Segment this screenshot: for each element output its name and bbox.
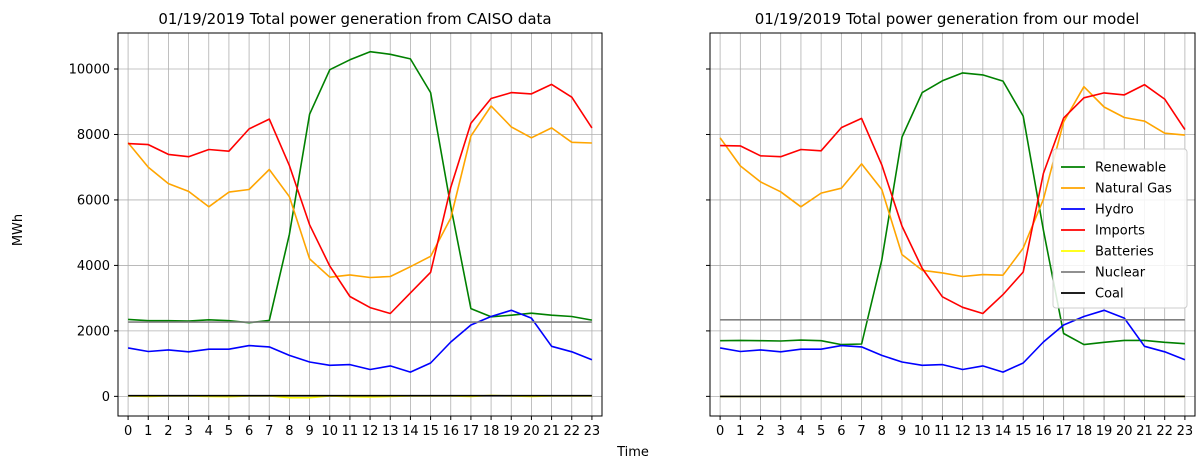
x-tick-label: 3: [777, 424, 785, 439]
legend-box: [1052, 148, 1188, 309]
x-tick-label: 7: [857, 424, 865, 439]
plot-area-model: 0 1 2 3 4 5 6 7 8 9 10 11 12 13 14 15 16 17 18 19 20 21 22 23: [706, 32, 1196, 439]
axes-frame: [709, 32, 1196, 417]
x-tick-label: 17: [463, 424, 480, 439]
x-tick-label: 17: [1055, 424, 1072, 439]
x-tick-label: 21: [543, 424, 560, 439]
x-tick-label: 6: [837, 424, 845, 439]
legend-label: Imports: [1095, 224, 1145, 239]
x-tick-label: 16: [442, 424, 459, 439]
x-tick-label: 8: [285, 424, 293, 439]
x-tick-label: 4: [797, 424, 805, 439]
x-tick-label: 3: [184, 424, 192, 439]
panel-model-title: 01/19/2019 Total power generation from o…: [755, 10, 1140, 28]
x-tick-label: 6: [245, 424, 253, 439]
x-tick-label: 15: [422, 424, 439, 439]
axes-frame: [117, 32, 603, 417]
series-line-renewable: [720, 72, 1185, 346]
legend-label: Hydro: [1095, 203, 1134, 218]
x-tick-label: 9: [898, 424, 906, 439]
y-tick-label: 10000: [69, 63, 110, 78]
legend-label: Natural Gas: [1095, 182, 1172, 197]
x-tick-label: 4: [205, 424, 213, 439]
x-tick-label: 11: [934, 424, 951, 439]
y-tick-label: 6000: [77, 193, 110, 208]
x-tick-label: 12: [362, 424, 379, 439]
y-tick-label: 2000: [77, 324, 110, 339]
legend: Renewable Natural Gas Hydro Imports Batterie…: [1052, 148, 1188, 309]
x-tick-label: 22: [563, 424, 580, 439]
x-tick-label: 11: [342, 424, 359, 439]
series-line-imports: [128, 83, 593, 315]
series-line-imports: [720, 83, 1186, 315]
legend-label: Nuclear: [1095, 266, 1146, 281]
x-tick-label: 18: [483, 424, 500, 439]
x-tick-label: 19: [1096, 424, 1113, 439]
x-tick-label: 10: [914, 424, 931, 439]
y-tick-label: 8000: [77, 128, 110, 143]
y-tick-label: 0: [102, 390, 110, 405]
legend-label: Batteries: [1095, 245, 1154, 260]
x-tick-label: 14: [402, 424, 419, 439]
x-tick-label: 22: [1156, 424, 1173, 439]
x-tick-label: 21: [1136, 424, 1153, 439]
x-tick-label: 18: [1076, 424, 1093, 439]
legend-label: Renewable: [1095, 161, 1166, 176]
x-tick-label: 23: [584, 424, 601, 439]
x-tick-label: 2: [756, 424, 764, 439]
x-tick-label: 9: [305, 424, 313, 439]
series-line-natural-gas: [127, 105, 592, 279]
x-tick-label: 2: [164, 424, 172, 439]
series-line-hydro: [127, 309, 593, 373]
x-tick-label: 7: [265, 424, 273, 439]
x-tick-label: 1: [736, 424, 744, 439]
plot-area-caiso: 0 1 2 3 4 5 6 7 8 9 10 11 12 13 14 15 16 17 18 19 20 21 22 2302…: [69, 32, 603, 439]
x-tick-label: 23: [1177, 424, 1194, 439]
x-tick-label: 10: [321, 424, 338, 439]
x-tick-label: 0: [716, 424, 724, 439]
panel-caiso-title: 01/19/2019 Total power generation from C…: [158, 10, 551, 28]
x-tick-label: 14: [995, 424, 1012, 439]
x-tick-label: 16: [1035, 424, 1052, 439]
x-tick-label: 12: [954, 424, 971, 439]
x-tick-label: 13: [382, 424, 399, 439]
x-tick-label: 8: [878, 424, 886, 439]
x-tick-label: 5: [817, 424, 825, 439]
legend-label: Coal: [1095, 287, 1124, 302]
panel-caiso: 01/19/2019 Total power generation from C…: [69, 10, 603, 439]
x-tick-label: 5: [225, 424, 233, 439]
figure-ylabel: MWh: [11, 214, 26, 246]
x-tick-label: 20: [523, 424, 540, 439]
series-line-hydro: [719, 309, 1186, 373]
x-tick-label: 0: [124, 424, 132, 439]
x-tick-label: 20: [1116, 424, 1133, 439]
x-tick-label: 1: [144, 424, 152, 439]
x-tick-label: 19: [503, 424, 520, 439]
figure-xlabel: Time: [616, 445, 649, 460]
series-line-natural-gas: [719, 85, 1185, 278]
panel-model: 01/19/2019 Total power generation from o…: [706, 10, 1196, 439]
y-tick-label: 4000: [77, 259, 110, 274]
x-tick-label: 15: [1015, 424, 1032, 439]
series-line-renewable: [128, 50, 593, 324]
x-tick-label: 13: [975, 424, 992, 439]
